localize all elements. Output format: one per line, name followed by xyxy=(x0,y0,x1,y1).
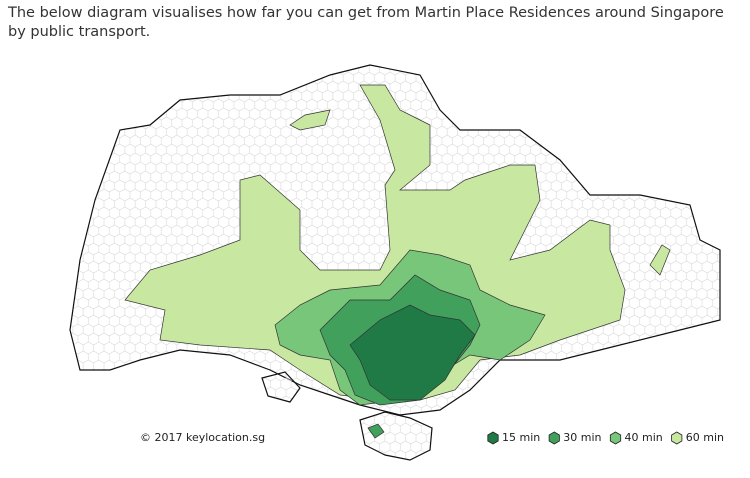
zone-15 xyxy=(349,304,476,401)
legend-swatch xyxy=(671,431,683,445)
legend-label: 40 min xyxy=(625,431,663,444)
zone-60 xyxy=(289,109,331,131)
legend-label: 15 min xyxy=(502,431,540,444)
legend-swatch xyxy=(487,431,499,445)
legend: 15 min 30 min 40 min 60 min xyxy=(487,431,724,445)
legend-label: 30 min xyxy=(563,431,601,444)
legend-swatch xyxy=(548,431,560,445)
copyright: © 2017 keylocation.sg xyxy=(140,431,265,444)
zone-60 xyxy=(649,244,671,276)
zones xyxy=(124,84,671,406)
description: The below diagram visualises how far you… xyxy=(8,5,724,40)
zone-30 xyxy=(367,423,385,439)
legend-label: 60 min xyxy=(686,431,724,444)
legend-swatch xyxy=(609,431,622,445)
